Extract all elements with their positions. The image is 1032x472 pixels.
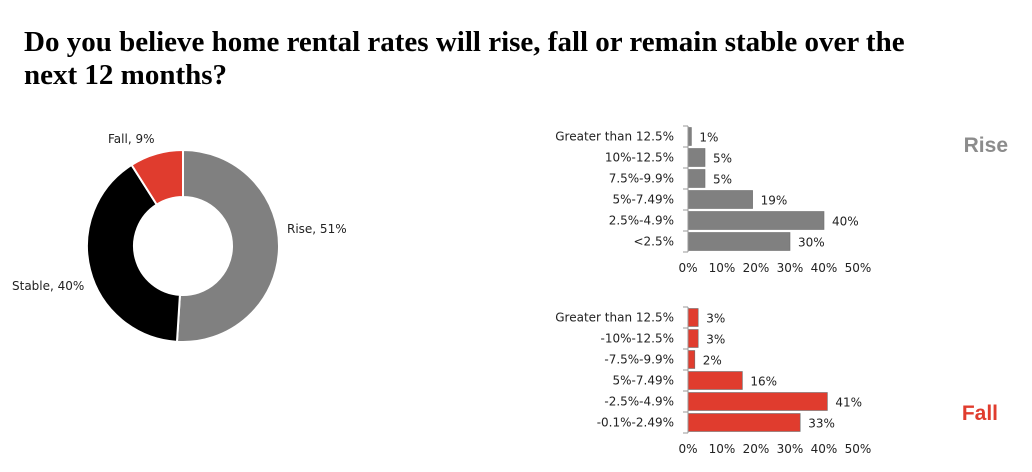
bar-chart-rise-data-label: 5% [713, 152, 732, 166]
bar-chart-rise-tick-label: 20% [743, 261, 770, 275]
pie-slice-rise [175, 148, 280, 343]
bar-chart-fall-bar [687, 350, 696, 369]
bar-chart-rise-data-label: 40% [832, 215, 859, 229]
bar-chart-fall-bar [687, 308, 699, 327]
bar-chart-rise-tick-label: 10% [709, 261, 736, 275]
bar-chart-fall-data-label: 3% [706, 333, 725, 347]
bar-chart-rise-category-label: Greater than 12.5% [555, 130, 674, 144]
bar-chart-fall-bar [687, 413, 801, 432]
bar-chart-rise-category-label: 2.5%-4.9% [609, 214, 674, 228]
page-title: Do you believe home rental rates will ri… [24, 26, 905, 91]
pie-label-rise: Rise, 51% [287, 222, 347, 236]
bar-chart-fall-tick-label: 0% [678, 442, 697, 456]
bar-chart-rise-data-label: 19% [761, 194, 788, 208]
pie-slice-fall [130, 148, 184, 207]
bar-chart-fall-category-label: Greater than 12.5% [555, 311, 674, 325]
bar-chart-fall-tick-label: 20% [743, 442, 770, 456]
bar-chart-fall-data-label: 41% [835, 396, 862, 410]
bar-chart-fall-bar [687, 329, 699, 348]
bar-chart-rise-category-label: 10%-12.5% [605, 151, 674, 165]
bar-chart-fall-category-label: -7.5%-9.9% [604, 353, 674, 367]
bar-chart-rise-tick-label: 40% [811, 261, 838, 275]
bar-chart-rise-data-label: 5% [713, 173, 732, 187]
bar-chart-fall-tick-label: 10% [709, 442, 736, 456]
bar-chart-fall-data-label: 33% [808, 417, 835, 431]
bar-chart-rise-side-label: Rise [964, 134, 1008, 157]
bar-chart-rise-bar [687, 190, 753, 209]
bar-chart-rise-tick-label: 30% [777, 261, 804, 275]
bar-chart-fall-data-label: 2% [703, 354, 722, 368]
bar-chart-rise-bar [687, 211, 825, 230]
bar-chart-rise-category-label: 5%-7.49% [613, 193, 675, 207]
pie-label-stable: Stable, 40% [12, 279, 84, 293]
bar-chart-fall-tick-label: 30% [777, 442, 804, 456]
bar-chart-rise-bar [687, 148, 706, 167]
bar-chart-rise-data-label: 30% [798, 236, 825, 250]
bar-chart-rise-bar [687, 127, 692, 146]
bar-chart-fall-side-label: Fall [962, 402, 998, 425]
bar-chart-fall-tick-label: 40% [811, 442, 838, 456]
bar-chart-fall-category-label: -10%-12.5% [601, 332, 674, 346]
pie-slice-stable [86, 163, 181, 343]
bar-chart-fall-category-label: -0.1%-2.49% [597, 416, 674, 430]
bar-chart-fall-bar [687, 371, 743, 390]
bar-chart-fall-tick-label: 50% [845, 442, 872, 456]
bar-chart-rise-tick-label: 50% [845, 261, 872, 275]
bar-chart-rise-tick-label: 0% [678, 261, 697, 275]
bar-chart-fall-data-label: 3% [706, 312, 725, 326]
pie-label-fall: Fall, 9% [108, 132, 155, 146]
bar-chart-fall-bar [687, 392, 828, 411]
bar-chart-fall-data-label: 16% [750, 375, 777, 389]
bar-chart-fall-category-label: -2.5%-4.9% [604, 395, 674, 409]
bar-chart-fall-category-label: 5%-7.49% [613, 374, 675, 388]
bar-chart-rise-bar [687, 169, 706, 188]
bar-chart-rise-category-label: 7.5%-9.9% [609, 172, 674, 186]
bar-chart-rise-data-label: 1% [699, 131, 718, 145]
bar-chart-rise-bar [687, 232, 791, 251]
bar-chart-rise-category-label: <2.5% [633, 235, 674, 249]
